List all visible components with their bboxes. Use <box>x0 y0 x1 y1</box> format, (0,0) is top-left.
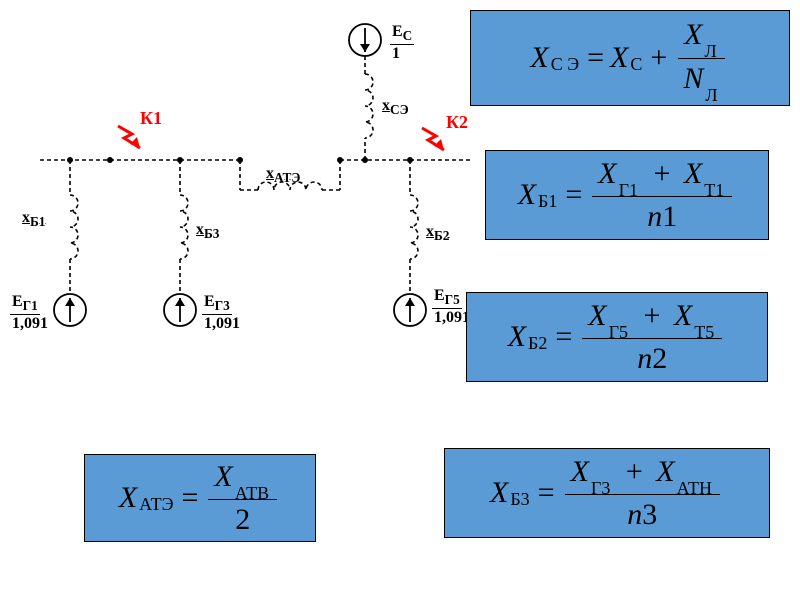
fault-k1-label: К1 <box>140 108 162 129</box>
fault-k2-label: К2 <box>446 112 468 133</box>
formula-box-xate: XАТЭ = XАТВ 2 <box>84 454 316 542</box>
formula-xb3: XБ3 = XГ3 + XАТН n3 <box>490 452 724 534</box>
label-eg3: EГ3 1,091 <box>202 294 242 332</box>
label-xce: xСЭ <box>382 98 409 118</box>
label-eg1: EГ1 1,091 <box>10 294 50 332</box>
formula-xce: XС Э = XС + XЛ NЛ <box>530 15 729 101</box>
label-xb1: xБ1 <box>22 210 45 230</box>
formula-xb2: XБ2 = XГ5 + XT5 n2 <box>508 296 727 378</box>
formula-box-xb2: XБ2 = XГ5 + XT5 n2 <box>466 292 768 382</box>
formula-xate: XАТЭ = XАТВ 2 <box>119 457 281 539</box>
circuit-diagram: К1 К2 xБ1 xБ3 xБ2 xАТЭ xСЭ EС 1 EГ1 1,09… <box>10 10 480 350</box>
label-ec: EС 1 <box>390 24 414 62</box>
label-xate: xАТЭ <box>266 166 300 186</box>
label-xb2: xБ2 <box>426 224 449 244</box>
formula-box-xb1: XБ1 = XГ1 + XT1 n1 <box>485 150 769 240</box>
formula-box-xb3: XБ3 = XГ3 + XАТН n3 <box>444 448 770 538</box>
label-xb3: xБ3 <box>196 222 219 242</box>
formula-box-xce: XС Э = XС + XЛ NЛ <box>470 10 790 106</box>
formula-xb1: XБ1 = XГ1 + XT1 n1 <box>518 154 737 236</box>
